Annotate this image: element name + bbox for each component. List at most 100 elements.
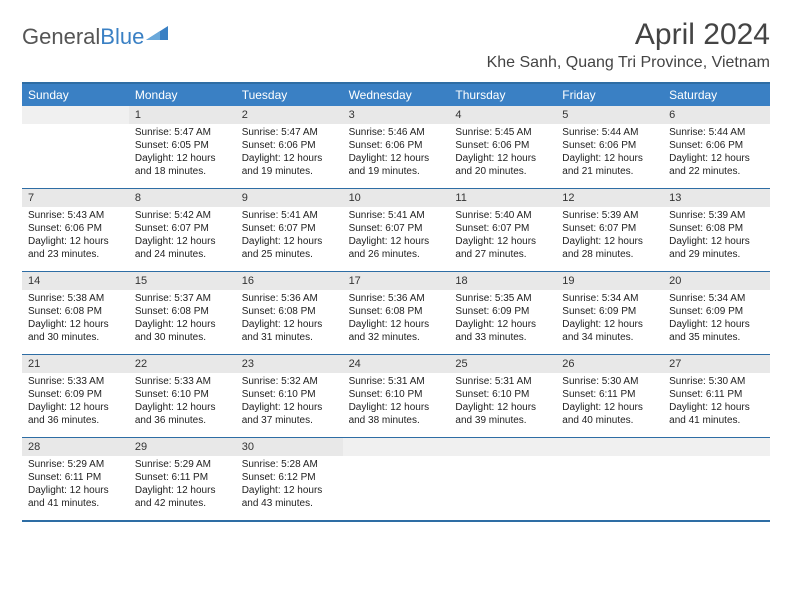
detail-line: Daylight: 12 hours: [28, 318, 123, 331]
detail-line: and 34 minutes.: [562, 331, 657, 344]
detail-line: Daylight: 12 hours: [135, 235, 230, 248]
detail-line: Daylight: 12 hours: [242, 235, 337, 248]
detail-line: Sunrise: 5:37 AM: [135, 292, 230, 305]
detail-line: Sunset: 6:11 PM: [28, 471, 123, 484]
calendar-cell: 18Sunrise: 5:35 AMSunset: 6:09 PMDayligh…: [449, 272, 556, 354]
day-details: Sunrise: 5:31 AMSunset: 6:10 PMDaylight:…: [343, 373, 450, 431]
day-number: 29: [129, 438, 236, 456]
detail-line: Daylight: 12 hours: [669, 152, 764, 165]
calendar-week: 28Sunrise: 5:29 AMSunset: 6:11 PMDayligh…: [22, 438, 770, 522]
detail-line: Sunrise: 5:34 AM: [562, 292, 657, 305]
day-number: 26: [556, 355, 663, 373]
day-details: Sunrise: 5:43 AMSunset: 6:06 PMDaylight:…: [22, 207, 129, 265]
day-details: Sunrise: 5:44 AMSunset: 6:06 PMDaylight:…: [556, 124, 663, 182]
day-number: 6: [663, 106, 770, 124]
calendar-cell: 30Sunrise: 5:28 AMSunset: 6:12 PMDayligh…: [236, 438, 343, 520]
calendar-cell: 10Sunrise: 5:41 AMSunset: 6:07 PMDayligh…: [343, 189, 450, 271]
day-number: 28: [22, 438, 129, 456]
calendar-cell: 4Sunrise: 5:45 AMSunset: 6:06 PMDaylight…: [449, 106, 556, 188]
detail-line: and 30 minutes.: [135, 331, 230, 344]
day-header-cell: Tuesday: [236, 84, 343, 106]
detail-line: and 24 minutes.: [135, 248, 230, 261]
detail-line: Daylight: 12 hours: [349, 152, 444, 165]
detail-line: Sunset: 6:10 PM: [349, 388, 444, 401]
detail-line: Daylight: 12 hours: [455, 152, 550, 165]
detail-line: Daylight: 12 hours: [455, 401, 550, 414]
detail-line: and 40 minutes.: [562, 414, 657, 427]
calendar-cell: 23Sunrise: 5:32 AMSunset: 6:10 PMDayligh…: [236, 355, 343, 437]
calendar-cell: 12Sunrise: 5:39 AMSunset: 6:07 PMDayligh…: [556, 189, 663, 271]
day-details: Sunrise: 5:28 AMSunset: 6:12 PMDaylight:…: [236, 456, 343, 514]
detail-line: Sunset: 6:10 PM: [455, 388, 550, 401]
day-number: .: [449, 438, 556, 456]
day-details: Sunrise: 5:36 AMSunset: 6:08 PMDaylight:…: [236, 290, 343, 348]
detail-line: Sunset: 6:09 PM: [669, 305, 764, 318]
detail-line: Sunrise: 5:45 AM: [455, 126, 550, 139]
logo-text: GeneralBlue: [22, 24, 144, 50]
calendar-cell: 16Sunrise: 5:36 AMSunset: 6:08 PMDayligh…: [236, 272, 343, 354]
detail-line: Sunrise: 5:41 AM: [349, 209, 444, 222]
detail-line: Daylight: 12 hours: [135, 401, 230, 414]
detail-line: Sunset: 6:08 PM: [669, 222, 764, 235]
calendar-cell: 15Sunrise: 5:37 AMSunset: 6:08 PMDayligh…: [129, 272, 236, 354]
detail-line: and 32 minutes.: [349, 331, 444, 344]
detail-line: Sunrise: 5:43 AM: [28, 209, 123, 222]
detail-line: Daylight: 12 hours: [242, 484, 337, 497]
detail-line: Sunrise: 5:28 AM: [242, 458, 337, 471]
day-details: Sunrise: 5:35 AMSunset: 6:09 PMDaylight:…: [449, 290, 556, 348]
day-number: 14: [22, 272, 129, 290]
detail-line: Sunrise: 5:31 AM: [455, 375, 550, 388]
day-number: 19: [556, 272, 663, 290]
detail-line: Daylight: 12 hours: [669, 235, 764, 248]
calendar-cell: 27Sunrise: 5:30 AMSunset: 6:11 PMDayligh…: [663, 355, 770, 437]
day-details: Sunrise: 5:41 AMSunset: 6:07 PMDaylight:…: [343, 207, 450, 265]
detail-line: and 27 minutes.: [455, 248, 550, 261]
day-header-row: SundayMondayTuesdayWednesdayThursdayFrid…: [22, 84, 770, 106]
detail-line: and 36 minutes.: [135, 414, 230, 427]
detail-line: Sunset: 6:06 PM: [455, 139, 550, 152]
detail-line: Daylight: 12 hours: [349, 401, 444, 414]
detail-line: Daylight: 12 hours: [242, 152, 337, 165]
detail-line: Sunrise: 5:36 AM: [242, 292, 337, 305]
detail-line: Sunset: 6:07 PM: [242, 222, 337, 235]
calendar-cell: 17Sunrise: 5:36 AMSunset: 6:08 PMDayligh…: [343, 272, 450, 354]
detail-line: and 38 minutes.: [349, 414, 444, 427]
calendar-cell: .: [663, 438, 770, 520]
calendar-week: 7Sunrise: 5:43 AMSunset: 6:06 PMDaylight…: [22, 189, 770, 272]
detail-line: Sunset: 6:08 PM: [28, 305, 123, 318]
day-number: .: [663, 438, 770, 456]
detail-line: and 19 minutes.: [349, 165, 444, 178]
calendar-cell: 25Sunrise: 5:31 AMSunset: 6:10 PMDayligh…: [449, 355, 556, 437]
day-number: 11: [449, 189, 556, 207]
detail-line: Sunset: 6:10 PM: [242, 388, 337, 401]
calendar-week: 21Sunrise: 5:33 AMSunset: 6:09 PMDayligh…: [22, 355, 770, 438]
calendar-cell: 13Sunrise: 5:39 AMSunset: 6:08 PMDayligh…: [663, 189, 770, 271]
calendar-cell: 1Sunrise: 5:47 AMSunset: 6:05 PMDaylight…: [129, 106, 236, 188]
calendar-cell: 21Sunrise: 5:33 AMSunset: 6:09 PMDayligh…: [22, 355, 129, 437]
day-header-cell: Saturday: [663, 84, 770, 106]
day-details: Sunrise: 5:44 AMSunset: 6:06 PMDaylight:…: [663, 124, 770, 182]
detail-line: Daylight: 12 hours: [28, 484, 123, 497]
day-number: 22: [129, 355, 236, 373]
day-details: Sunrise: 5:40 AMSunset: 6:07 PMDaylight:…: [449, 207, 556, 265]
logo-text-b: Blue: [100, 24, 144, 49]
detail-line: Sunrise: 5:42 AM: [135, 209, 230, 222]
day-number: 12: [556, 189, 663, 207]
detail-line: and 35 minutes.: [669, 331, 764, 344]
logo: GeneralBlue: [22, 24, 168, 50]
detail-line: Sunset: 6:07 PM: [562, 222, 657, 235]
detail-line: Sunset: 6:05 PM: [135, 139, 230, 152]
detail-line: Daylight: 12 hours: [562, 318, 657, 331]
detail-line: Sunset: 6:10 PM: [135, 388, 230, 401]
detail-line: Sunset: 6:06 PM: [669, 139, 764, 152]
detail-line: Daylight: 12 hours: [135, 318, 230, 331]
calendar-cell: 28Sunrise: 5:29 AMSunset: 6:11 PMDayligh…: [22, 438, 129, 520]
detail-line: Sunrise: 5:46 AM: [349, 126, 444, 139]
day-number: 5: [556, 106, 663, 124]
day-header-cell: Wednesday: [343, 84, 450, 106]
day-number: 7: [22, 189, 129, 207]
day-details: Sunrise: 5:33 AMSunset: 6:09 PMDaylight:…: [22, 373, 129, 431]
detail-line: and 28 minutes.: [562, 248, 657, 261]
detail-line: Sunset: 6:09 PM: [562, 305, 657, 318]
day-header-cell: Friday: [556, 84, 663, 106]
